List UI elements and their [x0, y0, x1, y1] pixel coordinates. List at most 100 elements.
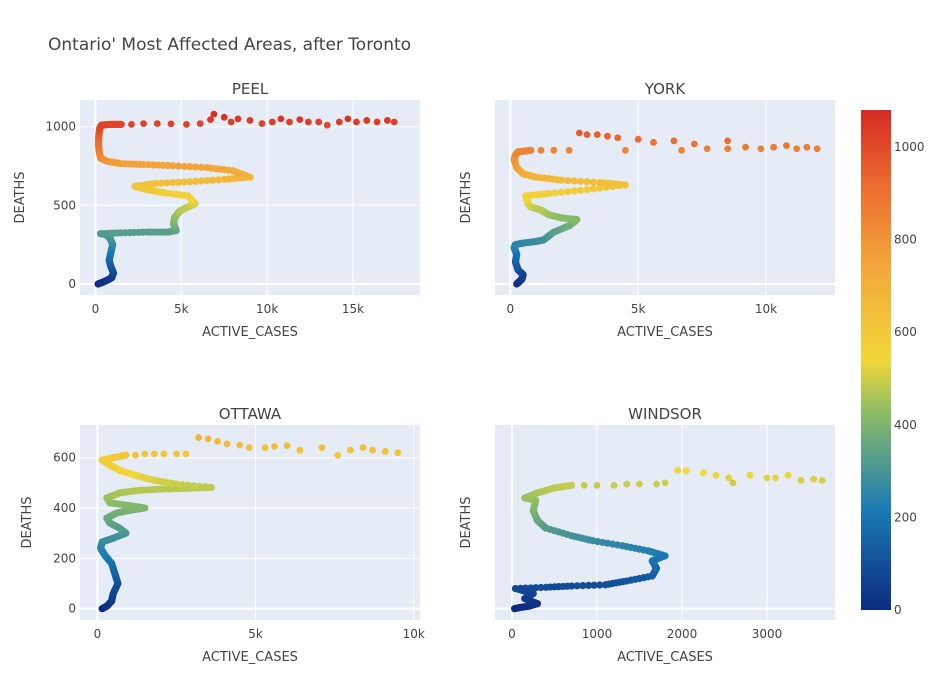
subplot-title: PEEL: [232, 80, 269, 98]
y-axis-title: DEATHS: [459, 496, 474, 548]
x-tick-label: 1000: [582, 627, 613, 641]
data-point: [567, 582, 576, 590]
data-point: [157, 179, 165, 187]
data-point: [634, 135, 642, 143]
data-point: [261, 444, 269, 452]
data-point: [703, 145, 711, 153]
x-axis-title: ACTIVE_CASES: [617, 325, 713, 340]
data-point: [195, 434, 203, 441]
data-point: [174, 162, 183, 170]
data-point: [579, 582, 587, 590]
x-axis-title: ACTIVE_CASES: [617, 650, 713, 665]
data-point: [567, 481, 576, 489]
x-tick-label: 10k: [256, 302, 278, 316]
data-point: [570, 177, 578, 185]
data-point: [550, 146, 558, 154]
data-point: [246, 117, 254, 124]
data-point: [141, 450, 149, 458]
colorbar-tick-label: 400: [894, 418, 917, 432]
y-tick-label: 0: [68, 602, 76, 616]
data-point: [160, 450, 168, 458]
data-point: [286, 118, 293, 126]
data-point: [537, 146, 545, 154]
colorbar-tick-label: 600: [894, 325, 917, 339]
data-point: [192, 163, 200, 171]
data-point: [511, 584, 519, 593]
data-point: [335, 118, 343, 126]
data-point: [604, 132, 611, 140]
data-point: [670, 137, 678, 145]
data-point: [650, 139, 657, 146]
data-point: [783, 142, 790, 150]
data-point: [204, 435, 212, 443]
data-point: [614, 134, 622, 142]
data-point: [810, 475, 818, 483]
y-tick-label: 400: [53, 501, 76, 515]
data-point: [678, 146, 686, 154]
data-point: [564, 176, 572, 185]
data-point: [551, 189, 559, 197]
scatter-points: [96, 434, 402, 613]
data-point: [537, 583, 545, 592]
y-tick-label: 1000: [45, 120, 76, 134]
data-point: [315, 118, 323, 126]
data-point: [383, 117, 391, 124]
data-point: [173, 450, 180, 458]
data-point: [674, 466, 682, 474]
data-point: [724, 145, 732, 153]
y-tick-label: 200: [53, 551, 76, 565]
scatter-points: [510, 129, 821, 288]
data-point: [183, 120, 190, 128]
data-point: [117, 120, 125, 128]
data-point: [712, 471, 720, 479]
scatter-points: [94, 110, 398, 288]
data-point: [207, 116, 214, 124]
data-point: [527, 146, 535, 154]
colorbar-tick-label: 1000: [894, 140, 925, 154]
data-point: [128, 120, 135, 128]
x-tick-label: 0: [507, 302, 515, 316]
data-point: [577, 177, 585, 185]
subplot-title: YORK: [644, 80, 687, 98]
data-point: [163, 179, 171, 187]
data-point: [323, 121, 331, 129]
colorbar-tick-label: 0: [894, 603, 902, 617]
data-point: [699, 469, 707, 477]
data-point: [516, 584, 525, 592]
data-point: [180, 178, 188, 186]
y-tick-label: 500: [53, 198, 76, 212]
data-point: [296, 116, 304, 124]
x-axis-title: ACTIVE_CASES: [202, 650, 298, 665]
data-point: [347, 446, 354, 454]
x-tick-label: 5k: [631, 302, 646, 316]
data-point: [318, 444, 326, 452]
data-point: [593, 131, 601, 138]
subplot-title: WINDSOR: [628, 405, 702, 423]
data-point: [236, 441, 244, 449]
data-point: [174, 178, 183, 186]
data-point: [363, 117, 371, 124]
subplot-peel: 0 5k 10k 15k 0 500 1000 PEEL ACTIVE_CASES DEATHS: [13, 80, 420, 340]
data-point: [192, 177, 200, 185]
y-axis-title: DEATHS: [459, 171, 474, 223]
subplot-title: OTTAWA: [219, 405, 282, 423]
data-point: [344, 115, 352, 123]
data-point: [596, 178, 604, 187]
data-point: [725, 474, 733, 482]
data-point: [784, 471, 792, 479]
data-point: [207, 483, 215, 491]
data-point: [575, 129, 583, 137]
subplot-ottawa: 0 5k 10k 0 200 400 600 OTTAWA ACTIVE_CASES DEATHS: [20, 405, 425, 665]
data-point: [373, 118, 381, 126]
x-tick-label: 10k: [403, 627, 425, 641]
data-point: [797, 476, 805, 484]
data-point: [557, 188, 566, 196]
data-point: [277, 115, 285, 123]
data-point: [742, 143, 749, 151]
data-point: [610, 481, 618, 489]
data-point: [593, 481, 601, 489]
data-point: [690, 140, 698, 148]
data-point: [803, 143, 811, 151]
data-point: [167, 120, 175, 128]
